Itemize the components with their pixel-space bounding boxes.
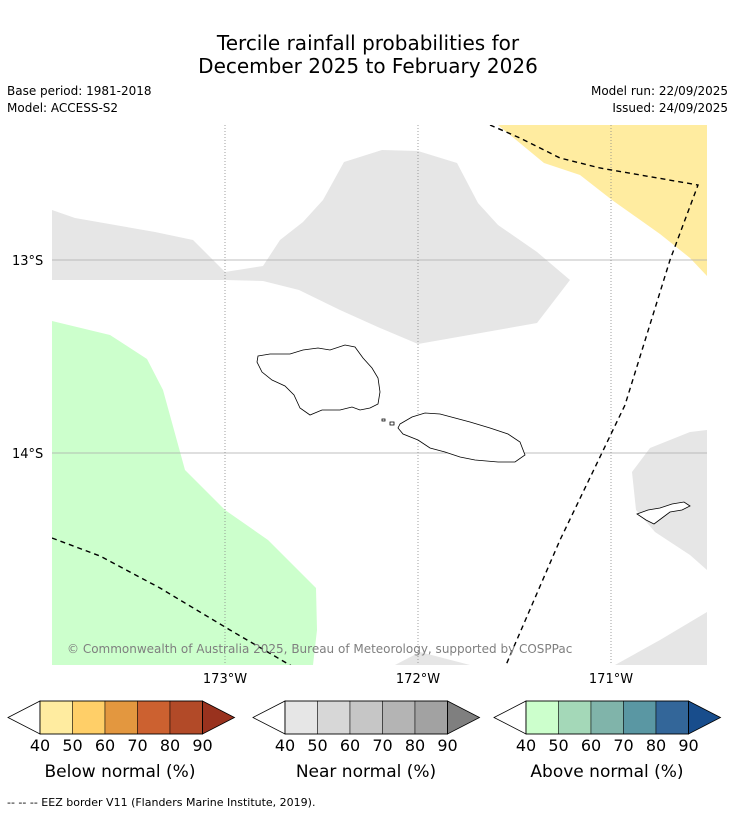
colorbar-above-tick-40: 40 bbox=[516, 736, 536, 755]
colorbar-near-cell-0 bbox=[284, 700, 318, 735]
apolima-island bbox=[389, 421, 395, 426]
lon-label-173w: 173°W bbox=[203, 672, 247, 687]
colorbar-below-high-extend bbox=[202, 700, 236, 735]
colorbar-below-low-extend bbox=[7, 700, 41, 735]
near-normal-region-east bbox=[632, 430, 707, 570]
colorbar-below-cell-0 bbox=[39, 700, 73, 735]
colorbar-near-cell-4 bbox=[414, 700, 448, 735]
map-title-line1: Tercile rainfall probabilities for bbox=[216, 31, 520, 55]
colorbar-below-cell-1 bbox=[72, 700, 106, 735]
lat-label-14s: 14°S bbox=[12, 447, 43, 462]
colorbar-below-tick-70: 70 bbox=[127, 736, 147, 755]
colorbar-below-tick-60: 60 bbox=[95, 736, 115, 755]
lon-label-171w: 171°W bbox=[589, 672, 633, 687]
colorbar-label-below: Below normal (%) bbox=[44, 762, 196, 782]
colorbar-above-cell-3 bbox=[623, 700, 657, 735]
eez-footnote: -- -- -- EEZ border V11 (Flanders Marine… bbox=[7, 796, 316, 809]
colorbar-near-tick-80: 80 bbox=[405, 736, 425, 755]
model-name: Model: ACCESS-S2 bbox=[7, 101, 119, 115]
colorbar-above-cell-2 bbox=[590, 700, 624, 735]
colorbar-near-tick-90: 90 bbox=[437, 736, 457, 755]
near-normal-region-south bbox=[395, 652, 470, 665]
lon-label-172w: 172°W bbox=[396, 672, 440, 687]
tutuila-island bbox=[636, 501, 691, 525]
manono-island bbox=[381, 418, 386, 422]
colorbar-below-tick-80: 80 bbox=[160, 736, 180, 755]
lat-label-13s: 13°S bbox=[12, 254, 43, 269]
colorbar-above-cell-4 bbox=[655, 700, 689, 735]
colorbar-near-cell-3 bbox=[382, 700, 416, 735]
colorbar-above-tick-60: 60 bbox=[581, 736, 601, 755]
colorbar-below-cell-2 bbox=[104, 700, 138, 735]
colorbar-above-high-extend bbox=[688, 700, 722, 735]
map-figure: 13°S 14°S 173°W 172°W 171°W © Commonweal… bbox=[7, 125, 722, 755]
colorbar-near-tick-40: 40 bbox=[275, 736, 295, 755]
colorbar-near-tick-70: 70 bbox=[372, 736, 392, 755]
eez-border-east bbox=[489, 125, 699, 665]
colorbar-near-tick-50: 50 bbox=[307, 736, 327, 755]
colorbar-near-outline bbox=[284, 700, 448, 735]
colorbar-above-cell-0 bbox=[525, 700, 559, 735]
colorbar-above-tick-70: 70 bbox=[613, 736, 633, 755]
colorbar-above-cell-1 bbox=[558, 700, 592, 735]
near-normal-region-north bbox=[52, 150, 570, 344]
colorbar-above-tick-80: 80 bbox=[646, 736, 666, 755]
colorbar-near-low-extend bbox=[252, 700, 286, 735]
model-run: Model run: 22/09/2025 bbox=[590, 84, 728, 98]
colorbar-above-outline bbox=[525, 700, 689, 735]
meta-left: Base period: 1981-2018 Model: ACCESS-S2 bbox=[7, 83, 152, 117]
near-normal-region-southeast bbox=[615, 612, 707, 665]
colorbar-below-cell-4 bbox=[169, 700, 203, 735]
colorbar-below-tick-40: 40 bbox=[30, 736, 50, 755]
colorbar-above-tick-90: 90 bbox=[678, 736, 698, 755]
savaii-island bbox=[256, 344, 381, 416]
colorbar-label-near: Near normal (%) bbox=[295, 762, 437, 782]
colorbar-above-low-extend bbox=[493, 700, 527, 735]
upolu-island bbox=[397, 412, 526, 463]
colorbar-above-tick-50: 50 bbox=[548, 736, 568, 755]
colorbar-label-above: Above normal (%) bbox=[530, 762, 684, 782]
colorbar-near-tick-60: 60 bbox=[340, 736, 360, 755]
copyright-notice: © Commonwealth of Australia 2025, Bureau… bbox=[67, 642, 572, 656]
colorbar-below-cell-3 bbox=[137, 700, 171, 735]
colorbar-below-tick-90: 90 bbox=[192, 736, 212, 755]
colorbar-near-cell-2 bbox=[349, 700, 383, 735]
colorbar-below-tick-50: 50 bbox=[62, 736, 82, 755]
colorbar-below-outline bbox=[39, 700, 203, 735]
eez-border-southwest bbox=[52, 537, 292, 665]
meta-right: Model run: 22/09/2025 Issued: 24/09/2025 bbox=[591, 83, 728, 117]
colorbars: 40 50 60 70 80 90 40 50 60 70 80 90 40 50 60 70 80 90 bbox=[7, 700, 722, 755]
below-normal-region bbox=[498, 125, 707, 276]
map-title-line2: December 2025 to February 2026 bbox=[198, 54, 538, 78]
base-period: Base period: 1981-2018 bbox=[7, 84, 152, 98]
colorbar-near-cell-1 bbox=[317, 700, 351, 735]
above-normal-region bbox=[52, 321, 317, 665]
issued-date: Issued: 24/09/2025 bbox=[612, 101, 728, 115]
colorbar-near-high-extend bbox=[447, 700, 481, 735]
